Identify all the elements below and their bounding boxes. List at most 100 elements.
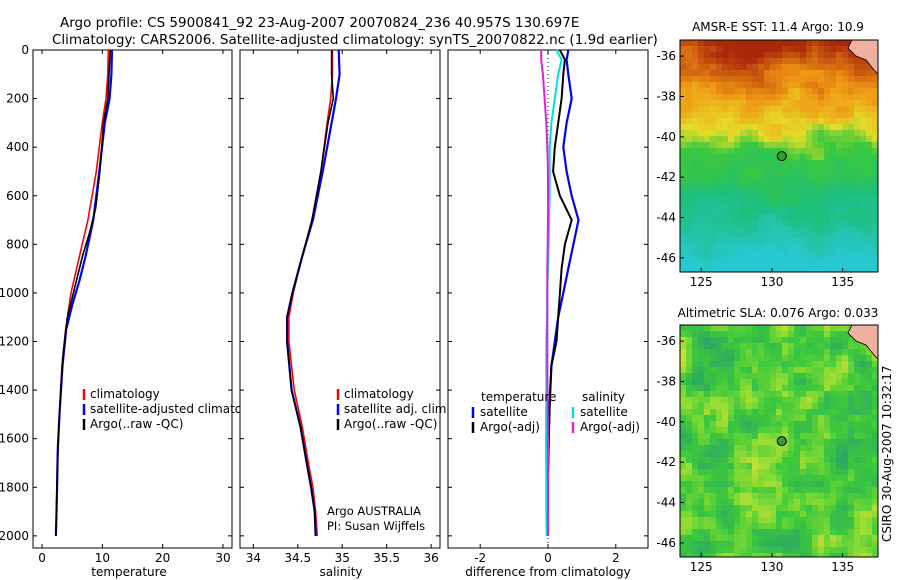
legend-header-salinity: salinity <box>582 390 625 404</box>
map-cell <box>680 427 686 433</box>
map-cell <box>716 481 722 487</box>
map-cell <box>722 535 728 541</box>
map-cell <box>692 214 698 220</box>
map-cell <box>830 355 836 361</box>
map-cell <box>722 415 728 421</box>
map-cell <box>728 553 734 557</box>
map-cell <box>734 220 740 226</box>
map-cell <box>698 397 704 403</box>
map-cell <box>824 256 830 262</box>
map-cell <box>800 118 806 124</box>
map-cell <box>794 178 800 184</box>
x-tick-label: 30 <box>215 551 230 565</box>
map-cell <box>806 373 812 379</box>
map-cell <box>782 535 788 541</box>
map-cell <box>842 136 848 142</box>
map-cell <box>734 136 740 142</box>
map-cell <box>776 112 782 118</box>
map-cell <box>866 367 872 373</box>
map-cell <box>734 166 740 172</box>
map-cell <box>830 415 836 421</box>
map-cell <box>860 487 866 493</box>
map-cell <box>872 469 878 475</box>
map-cell <box>722 349 728 355</box>
map-cell <box>680 469 686 475</box>
map-cell <box>734 379 740 385</box>
map-cell <box>830 190 836 196</box>
map-cell <box>698 124 704 130</box>
map-cell <box>818 355 824 361</box>
legend-label: climatology <box>344 387 414 401</box>
map-cell <box>686 505 692 511</box>
map-cell <box>716 214 722 220</box>
map-cell <box>836 46 842 52</box>
map-cell <box>854 238 860 244</box>
float-pi-label: PI: Susan Wijffels <box>327 519 425 533</box>
map-cell <box>836 361 842 367</box>
map-cell <box>746 130 752 136</box>
map-cell <box>872 517 878 523</box>
map-cell <box>806 445 812 451</box>
map-cell <box>860 361 866 367</box>
map-cell <box>704 487 710 493</box>
map-cell <box>728 373 734 379</box>
map-cell <box>776 82 782 88</box>
map-cell <box>860 355 866 361</box>
map-cell <box>824 64 830 70</box>
map-cell <box>848 439 854 445</box>
map-cell <box>692 475 698 481</box>
map-cell <box>692 40 698 46</box>
map-cell <box>806 94 812 100</box>
map-cell <box>782 190 788 196</box>
map-cell <box>734 397 740 403</box>
map-cell <box>818 415 824 421</box>
map-cell <box>806 70 812 76</box>
map-cell <box>836 355 842 361</box>
map-cell <box>830 160 836 166</box>
map-cell <box>806 172 812 178</box>
map-cell <box>764 178 770 184</box>
map-cell <box>752 367 758 373</box>
map-cell <box>722 70 728 76</box>
map-cell <box>758 52 764 58</box>
map-cell <box>866 517 872 523</box>
map-cell <box>794 268 800 272</box>
salinity-panel: 34 34.5 35 35.5 36salinityclimatologysatelli… <box>239 49 450 579</box>
map-cell <box>740 433 746 439</box>
map-cell <box>788 130 794 136</box>
map-cell <box>698 250 704 256</box>
map-cell <box>800 391 806 397</box>
map-cell <box>776 469 782 475</box>
map-cell <box>740 505 746 511</box>
map-cell <box>812 220 818 226</box>
map-cell <box>692 535 698 541</box>
map-cell <box>710 52 716 58</box>
map-cell <box>812 397 818 403</box>
map-cell <box>740 208 746 214</box>
map-cell <box>728 100 734 106</box>
map-cell <box>716 439 722 445</box>
map-cell <box>818 148 824 154</box>
map-cell <box>692 226 698 232</box>
map-cell <box>746 184 752 190</box>
map-cell <box>812 385 818 391</box>
map-cell <box>710 244 716 250</box>
map-cell <box>806 190 812 196</box>
map-cell <box>800 214 806 220</box>
map-cell <box>758 76 764 82</box>
map-cell <box>692 268 698 272</box>
map-cell <box>782 106 788 112</box>
map-cell <box>740 487 746 493</box>
map-cell <box>800 268 806 272</box>
map-cell <box>860 517 866 523</box>
map-cell <box>848 463 854 469</box>
map-cell <box>872 547 878 553</box>
map-cell <box>854 208 860 214</box>
map-cell <box>800 481 806 487</box>
map-cell <box>716 457 722 463</box>
map-cell <box>722 226 728 232</box>
map-cell <box>746 52 752 58</box>
map-cell <box>818 529 824 535</box>
legend-label: Argo(..raw -QC) <box>344 417 437 431</box>
map-cell <box>710 82 716 88</box>
